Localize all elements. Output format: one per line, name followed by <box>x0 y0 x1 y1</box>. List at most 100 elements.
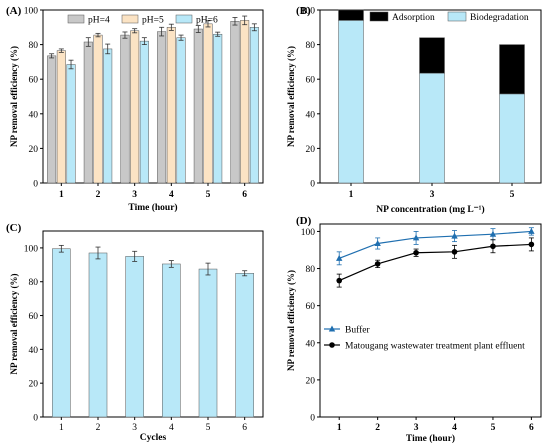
bar-pH=5 <box>166 27 176 184</box>
y-tick-label: 60 <box>29 312 39 322</box>
plot-frame <box>42 9 264 184</box>
x-tick-label: 3 <box>132 190 137 200</box>
x-tick-label: 6 <box>529 423 534 433</box>
legend-swatch <box>67 14 85 24</box>
series-line <box>338 243 532 282</box>
bar <box>88 252 108 418</box>
y-tick-label: 40 <box>306 339 316 349</box>
y-axis-label: NP removal efficiency (%) <box>9 273 19 374</box>
y-tick-label: 20 <box>306 376 316 386</box>
x-tick-label: 6 <box>242 423 247 433</box>
panel-label: (B) <box>296 5 311 17</box>
x-tick-label: 4 <box>169 423 174 433</box>
legend-swatch <box>121 14 139 24</box>
data-point <box>413 249 419 256</box>
x-axis-label: Time (hour) <box>406 433 455 443</box>
bar-pH=4 <box>120 34 130 184</box>
y-axis-label: NP removal efficiency (%) <box>286 46 296 147</box>
y-tick-label: 0 <box>33 180 38 190</box>
legend-label: Biodegradation <box>470 13 529 23</box>
x-axis-label: NP concentration (mg L⁻¹) <box>376 204 484 215</box>
bar-pH=5 <box>56 50 66 184</box>
y-tick-label: 80 <box>29 278 39 288</box>
data-point <box>412 234 420 241</box>
x-tick-label: 5 <box>510 190 515 200</box>
y-tick-label: 60 <box>29 76 39 86</box>
y-tick-label: 80 <box>306 41 316 51</box>
x-axis-label: Time (hour) <box>128 202 177 213</box>
y-axis-label: NP removal efficiency (%) <box>9 46 19 147</box>
series-line <box>339 230 532 259</box>
data-point <box>374 261 381 267</box>
y-tick-label: 100 <box>24 7 39 17</box>
bar <box>198 268 218 418</box>
y-tick-label: 100 <box>301 228 316 238</box>
x-tick-label: 5 <box>206 190 211 200</box>
bar-pH=6 <box>176 37 186 184</box>
y-tick-label: 60 <box>306 302 316 312</box>
bar-adsorption <box>419 37 445 74</box>
x-tick-label: 6 <box>242 190 247 200</box>
y-axis-label: NP removal efficiency (%) <box>286 270 296 371</box>
bar-biodegradation <box>338 20 364 184</box>
x-axis-label: Cycles <box>140 433 167 443</box>
y-tick-label: 0 <box>310 180 315 190</box>
bar-pH=4 <box>230 20 240 184</box>
bar-pH=6 <box>139 40 149 184</box>
bar <box>162 263 181 418</box>
x-tick-label: 2 <box>96 423 101 433</box>
data-point <box>336 254 343 261</box>
x-tick-label: 3 <box>430 190 435 200</box>
data-point <box>528 241 535 248</box>
plot-frame <box>319 223 542 418</box>
x-tick-label: 2 <box>96 190 101 200</box>
legend-label: pH=6 <box>196 16 218 26</box>
data-point <box>336 277 343 284</box>
bar-pH=4 <box>193 28 203 184</box>
bar <box>125 256 144 418</box>
y-tick-label: 0 <box>33 414 38 424</box>
y-tick-label: 100 <box>301 7 316 17</box>
bar-pH=6 <box>66 64 76 184</box>
data-point <box>489 230 497 237</box>
data-point <box>528 227 535 234</box>
x-tick-label: 4 <box>452 423 457 433</box>
bar-pH=5 <box>203 23 213 184</box>
x-tick-label: 5 <box>206 423 211 433</box>
plot-frame <box>42 230 264 418</box>
y-tick-label: 20 <box>306 145 316 155</box>
data-point <box>374 239 381 246</box>
y-tick-label: 100 <box>24 244 39 254</box>
bar-pH=6 <box>103 48 113 184</box>
legend-label: Buffer <box>345 325 370 336</box>
panel-label: (D) <box>296 215 312 227</box>
bar-pH=6 <box>249 27 259 184</box>
data-point <box>490 243 496 250</box>
x-tick-label: 1 <box>59 190 64 200</box>
bar <box>235 273 254 418</box>
legend-swatch <box>447 11 467 22</box>
bar-pH=5 <box>93 34 103 184</box>
x-tick-label: 4 <box>169 190 174 200</box>
data-point <box>451 232 458 239</box>
legend-label: Matougang wastewater treatment plant eff… <box>345 341 525 352</box>
y-tick-label: 80 <box>29 41 39 51</box>
y-tick-label: 40 <box>29 346 39 356</box>
legend-swatch <box>369 11 389 22</box>
x-tick-label: 5 <box>491 423 496 433</box>
y-tick-label: 40 <box>306 110 316 120</box>
legend-label: Adsorption <box>392 13 435 23</box>
y-tick-label: 40 <box>29 110 39 120</box>
bar-pH=6 <box>213 33 223 184</box>
y-tick-label: 20 <box>29 380 39 390</box>
y-tick-label: 20 <box>29 145 39 155</box>
x-tick-label: 2 <box>375 423 380 433</box>
y-tick-label: 60 <box>306 76 316 86</box>
bar <box>52 248 71 418</box>
legend-label: pH=5 <box>142 16 164 26</box>
bar-pH=5 <box>130 30 140 184</box>
x-tick-label: 3 <box>132 423 137 433</box>
x-tick-label: 1 <box>337 423 342 433</box>
panel-label: (A) <box>6 5 22 17</box>
data-point <box>451 249 458 255</box>
